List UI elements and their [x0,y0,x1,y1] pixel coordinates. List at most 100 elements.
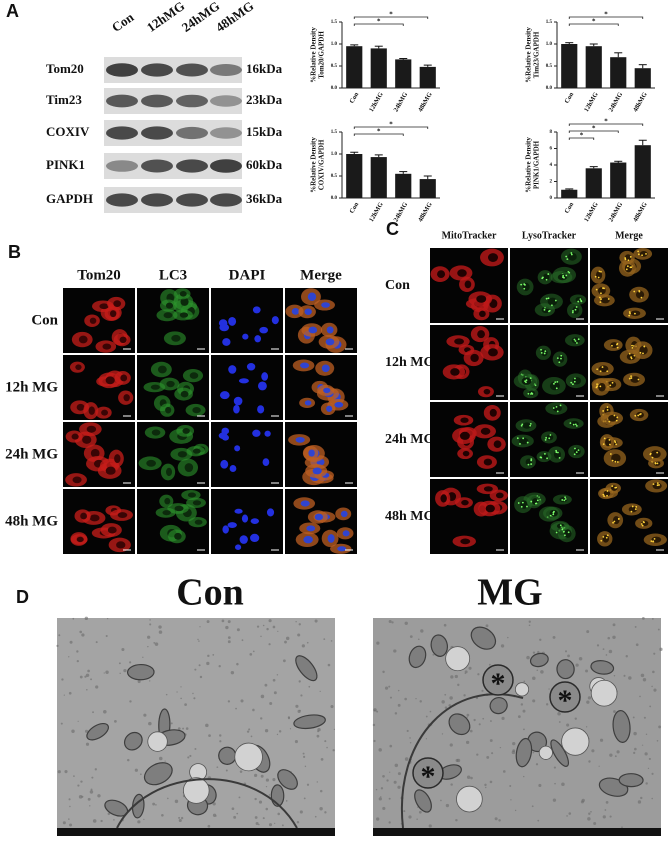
granule [394,712,398,715]
granule [587,817,591,821]
nucleus [261,372,269,381]
granule [56,644,59,648]
granule [635,643,639,647]
puncta [653,538,656,540]
puncta [552,511,555,514]
granule [526,655,530,660]
granule [625,655,628,658]
granule [252,708,255,712]
mitochondrion [143,762,173,786]
granule [129,661,132,664]
blot-band [141,193,173,207]
granule [205,723,209,728]
nucleus [493,440,502,448]
granule [489,780,493,784]
bar [395,59,412,88]
granule [609,815,612,818]
puncta [613,520,616,523]
nucleus [259,326,268,334]
nucleus [572,377,582,385]
blot-band [106,160,138,172]
granule [520,703,524,706]
granule [113,819,115,821]
granule [314,815,317,818]
puncta [612,521,614,524]
column-label: Merge [300,267,342,283]
granule [90,678,93,681]
row-label: 24h MG [385,432,435,447]
granule [266,627,269,631]
nucleus [233,396,243,406]
nucleus [184,463,194,473]
x-tick-label: 24hMG [608,91,625,113]
y-tick-label: 4 [550,163,553,168]
granule [373,739,376,743]
granule [384,686,389,690]
granule [454,674,458,679]
nucleus [220,459,229,469]
nucleus [489,408,497,417]
granule [123,668,127,673]
nucleus [71,433,79,440]
nucleus [323,387,331,394]
puncta [638,290,641,293]
granule [317,730,319,733]
granule [227,620,231,624]
puncta [595,288,598,291]
granule [604,809,607,811]
nucleus [88,406,95,415]
puncta [603,287,605,290]
granule [420,629,424,633]
puncta [614,460,617,463]
granule [640,796,643,800]
granule [382,806,386,810]
puncta [656,462,659,465]
granule [653,688,657,692]
y-axis-label: %Relative Density [310,27,318,83]
bar [419,66,436,88]
puncta [613,440,616,442]
granule [645,782,648,785]
granule [97,794,101,798]
granule [632,716,635,719]
significance-bracket [568,123,644,126]
nucleus [462,450,470,457]
granule [76,659,79,663]
granule [561,782,565,787]
granule [323,638,326,641]
puncta [606,494,608,497]
granule [85,673,90,678]
nucleus [325,338,335,346]
granule [587,696,592,700]
puncta [544,438,547,441]
granule [218,665,221,668]
granule [299,810,303,814]
granule [236,628,240,632]
y-tick-label: 1.0 [331,152,338,157]
granule [536,669,539,672]
nucleus [306,525,316,532]
info-bar [57,828,335,836]
puncta [629,255,632,258]
nucleus [89,317,97,324]
mitochondrion [295,655,318,682]
puncta [611,344,613,347]
granule [372,723,376,727]
puncta [574,377,576,380]
blot-band [210,193,242,207]
row-label: 24h MG [5,446,58,462]
nucleus [238,378,249,384]
puncta [555,451,558,454]
puncta [637,250,640,253]
puncta [573,338,576,341]
nucleus [252,306,261,314]
granule [500,644,505,648]
granule [118,662,121,665]
puncta [602,410,605,412]
nucleus [117,512,128,518]
granule [254,816,258,819]
puncta [626,265,629,268]
granule [90,788,93,791]
granule [79,630,83,634]
granule [227,700,231,703]
